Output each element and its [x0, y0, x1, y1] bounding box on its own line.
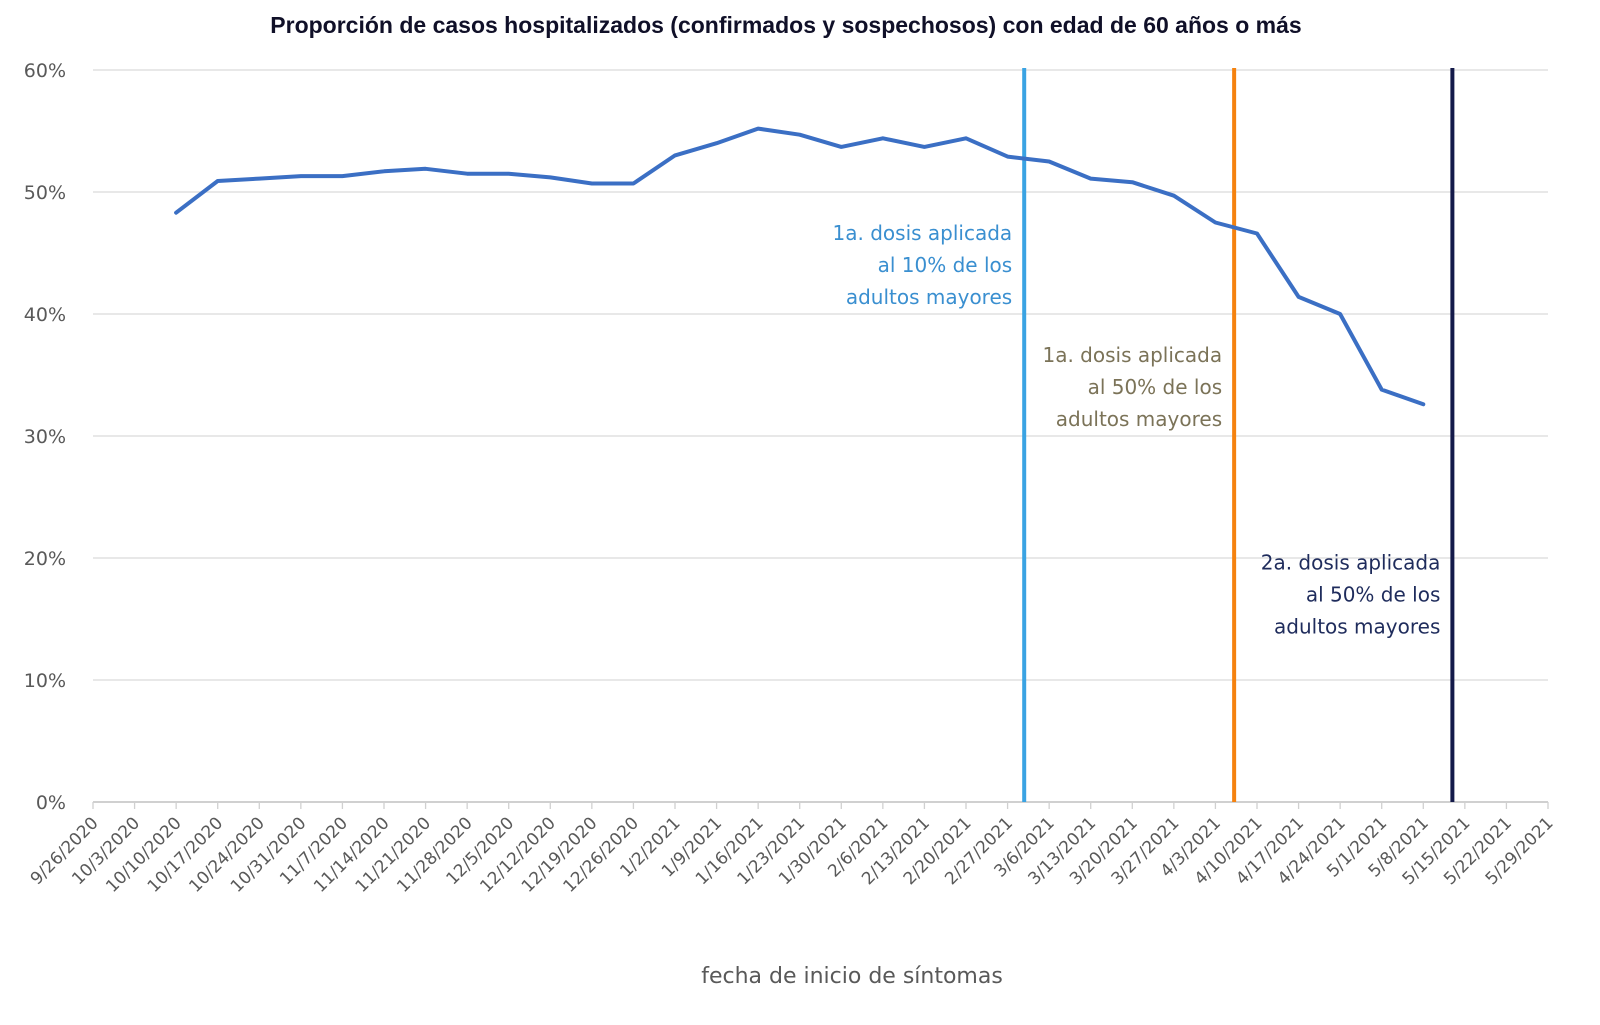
data-point [340, 174, 344, 178]
data-point [631, 181, 635, 185]
data-point [1172, 194, 1176, 198]
data-point [1421, 402, 1425, 406]
chart-title: Proporción de casos hospitalizados (conf… [270, 12, 1301, 38]
segunda-dosis-50-annotation: 2a. dosis aplicada [1261, 550, 1441, 574]
y-tick-label: 50% [24, 182, 66, 204]
primera-dosis-10-annotation: 1a. dosis aplicada [833, 221, 1013, 245]
data-point [673, 153, 677, 157]
data-point [839, 145, 843, 149]
data-point [216, 179, 220, 183]
y-tick-label: 30% [24, 426, 66, 448]
primera-dosis-50-annotation: al 50% de los [1088, 375, 1223, 399]
data-point [590, 181, 594, 185]
data-point [257, 177, 261, 181]
y-axis-ticks: 0% 10% 20% 30% 40% 50% 60% [24, 60, 66, 814]
data-point [507, 172, 511, 176]
y-tick-label: 60% [24, 60, 66, 82]
vertical-markers: 1a. dosis aplicada al 10% de los adultos m… [833, 68, 1455, 802]
series-layer [174, 126, 1426, 407]
data-point [798, 133, 802, 137]
y-tick-label: 40% [24, 304, 66, 326]
data-point [1297, 295, 1301, 299]
data-point [382, 169, 386, 173]
series-line [174, 126, 1426, 407]
primera-dosis-10-annotation: adultos mayores [846, 285, 1012, 309]
data-point [299, 174, 303, 178]
data-point [424, 167, 428, 171]
primera-dosis-50-annotation: adultos mayores [1056, 407, 1222, 431]
data-point [1089, 177, 1093, 181]
data-point [1047, 160, 1051, 163]
primera-dosis-50-annotation: 1a. dosis aplicada [1042, 343, 1222, 367]
data-point [1255, 231, 1259, 235]
data-point [922, 145, 926, 149]
segunda-dosis-50-annotation: al 50% de los [1306, 582, 1441, 606]
data-point [1130, 180, 1134, 184]
data-point [1380, 388, 1384, 392]
data-point [715, 141, 719, 145]
gridlines [93, 69, 1548, 803]
x-axis: 9/26/202010/3/202010/10/202010/17/202010… [27, 802, 1558, 897]
data-point [756, 127, 760, 131]
data-point [1006, 155, 1010, 159]
primera-dosis-10-annotation: al 10% de los [878, 253, 1013, 277]
y-tick-label: 0% [36, 792, 66, 814]
data-point [1213, 221, 1217, 224]
x-axis-title: fecha de inicio de síntomas [701, 964, 1003, 989]
segunda-dosis-50-annotation: adultos mayores [1274, 614, 1440, 638]
data-point [881, 136, 885, 140]
data-point [1338, 312, 1342, 316]
y-tick-label: 20% [24, 548, 66, 570]
data-point [964, 136, 968, 140]
data-point [465, 172, 469, 176]
y-tick-label: 10% [24, 670, 66, 692]
data-point [174, 211, 178, 215]
data-point [548, 175, 552, 179]
